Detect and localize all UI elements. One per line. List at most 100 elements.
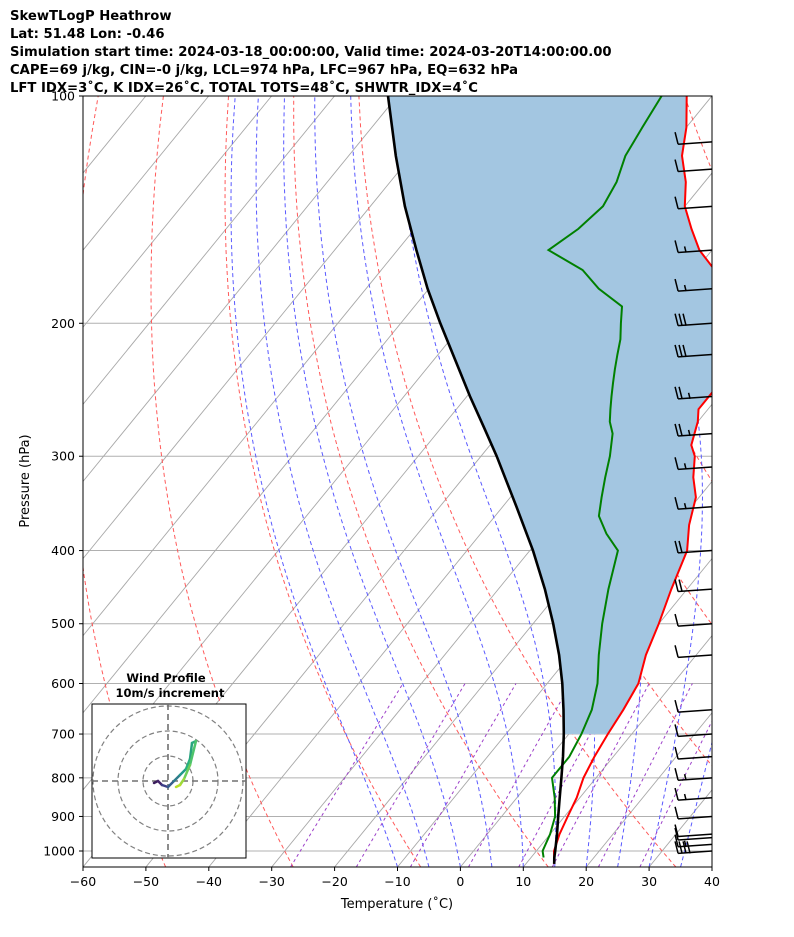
isotherm-line xyxy=(83,96,272,328)
y-tick-label: 500 xyxy=(51,616,75,631)
hodograph-segment xyxy=(182,763,192,781)
wind-barb xyxy=(674,806,713,820)
dry-adiabat xyxy=(150,96,294,867)
moist-adiabat xyxy=(680,740,712,867)
cape-area xyxy=(388,96,712,735)
wind-barb xyxy=(674,457,713,471)
y-tick-label: 700 xyxy=(51,727,75,742)
isotherm-line xyxy=(83,96,210,251)
dry-adiabat xyxy=(293,96,549,867)
wind-barb xyxy=(674,196,713,210)
wind-barb xyxy=(674,724,713,738)
moist-adiabat xyxy=(711,865,712,867)
x-tick-label: −20 xyxy=(321,874,347,889)
wind-barb xyxy=(674,768,713,781)
parcel-line xyxy=(386,96,566,864)
header-line-3: Simulation start time: 2024-03-18_00:00:… xyxy=(10,44,612,60)
hodograph-segment xyxy=(166,779,176,789)
chart-header: SkewTLogP Heathrow Lat: 51.48 Lon: -0.46… xyxy=(10,8,612,98)
dry-adiabat xyxy=(358,96,677,867)
axes: −60 −50 −40 −30 −20 −10 0 10 20 30 40 100 200 300 400 5… xyxy=(43,89,720,890)
wind-barb xyxy=(674,278,713,292)
header-line-1: SkewTLogP Heathrow xyxy=(10,9,172,24)
isotherm-line xyxy=(711,866,712,867)
header-line-4: CAPE=69 j/kg, CIN=-0 j/kg, LCL=974 hPa, … xyxy=(10,62,519,78)
inset-title: Wind Profile xyxy=(126,671,206,685)
isotherm-line xyxy=(83,96,398,483)
wind-barb xyxy=(674,540,713,554)
wind-profile-inset: Wind Profile 10m/s increment xyxy=(91,671,247,859)
wind-barb xyxy=(674,787,713,801)
y-tick-label: 400 xyxy=(51,543,75,558)
mixing-ratio-line xyxy=(355,683,466,867)
wind-barb xyxy=(674,423,713,437)
x-tick-label: −50 xyxy=(133,874,159,889)
inset-subtitle: 10m/s increment xyxy=(116,686,225,700)
x-tick-label: 30 xyxy=(641,874,657,889)
isotherm-line xyxy=(0,96,20,867)
isotherm-line xyxy=(83,96,335,406)
isotherm-line xyxy=(585,712,712,867)
moist-adiabat xyxy=(255,96,430,867)
x-axis-label: Temperature (˚C) xyxy=(340,896,453,912)
wind-barb xyxy=(674,834,713,848)
hodograph-segment xyxy=(188,741,194,761)
isotherm-line xyxy=(460,557,712,867)
moist-adiabat xyxy=(230,96,398,867)
wind-barb xyxy=(674,824,713,838)
hodograph-segment xyxy=(172,773,182,783)
moist-adiabat xyxy=(394,96,557,867)
hodograph-segment xyxy=(188,739,198,767)
x-tick-label: 40 xyxy=(704,874,720,889)
wind-barb xyxy=(674,746,713,760)
moist-adiabat xyxy=(744,96,794,867)
wind-barb xyxy=(674,496,713,510)
wind-barb xyxy=(674,613,713,627)
x-tick-label: −10 xyxy=(384,874,410,889)
inset-plot xyxy=(92,704,246,858)
moist-adiabat xyxy=(314,96,493,867)
x-tick-label: 10 xyxy=(515,874,531,889)
x-tick-label: −60 xyxy=(70,874,96,889)
x-tick-label: −30 xyxy=(259,874,285,889)
dewpoint-line xyxy=(541,96,663,858)
isotherm-line xyxy=(775,96,794,867)
mixing-ratio-line xyxy=(468,683,572,867)
wind-barb xyxy=(674,313,713,327)
inset-frame xyxy=(91,703,247,859)
wind-barb xyxy=(674,132,713,145)
moist-adiabat xyxy=(283,96,461,867)
data-layer xyxy=(386,96,712,864)
mixing-ratio-line xyxy=(290,683,404,867)
hodograph-segment xyxy=(174,783,182,789)
y-tick-label: 800 xyxy=(51,770,75,785)
hodograph-segment xyxy=(178,767,188,777)
isotherm-line xyxy=(83,96,461,560)
header-line-2: Lat: 51.48 Lon: -0.46 xyxy=(10,26,165,42)
wind-barb xyxy=(674,841,713,855)
mixing-ratio-line xyxy=(597,683,693,867)
wind-barb xyxy=(674,699,713,713)
wind-barb xyxy=(674,240,713,254)
mixing-ratio-line xyxy=(551,683,650,867)
y-tick-label: 900 xyxy=(51,809,75,824)
y-tick-label: 300 xyxy=(51,449,75,464)
dry-adiabat xyxy=(750,96,794,867)
y-tick-label: 1000 xyxy=(43,844,75,859)
isotherm-line xyxy=(522,634,712,867)
y-tick-label: 600 xyxy=(51,676,75,691)
y-tick-label: 200 xyxy=(51,316,75,331)
mixing-ratio-line xyxy=(409,683,517,867)
y-tick-label: 100 xyxy=(51,89,75,104)
x-tick-label: 0 xyxy=(456,874,464,889)
temperature-line xyxy=(552,96,712,864)
wind-barb xyxy=(674,159,713,173)
x-tick-label: 20 xyxy=(578,874,594,889)
wind-barb xyxy=(674,386,713,400)
dry-adiabat xyxy=(224,96,422,867)
dry-adiabat xyxy=(684,96,712,172)
moist-adiabat xyxy=(350,96,524,867)
header-line-5: LFT IDX=3˚C, K IDX=26˚C, TOTAL TOTS=48˚C… xyxy=(10,80,478,96)
y-axis-label: Pressure (hPa) xyxy=(18,434,33,527)
